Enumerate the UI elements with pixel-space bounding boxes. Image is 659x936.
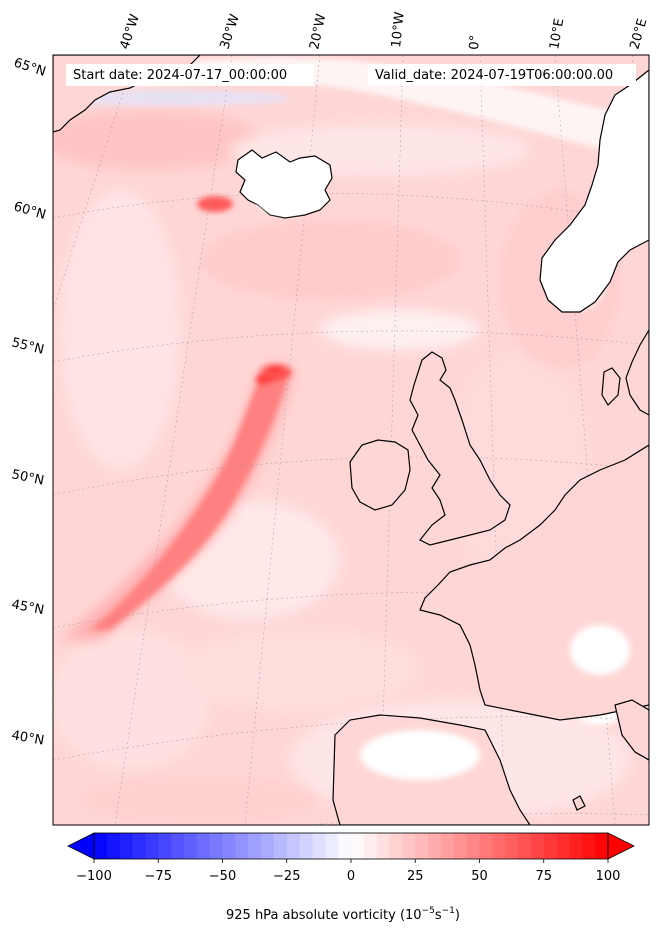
lat-label-55n: 55°N [10,335,45,357]
latitude-labels: 65°N 60°N 55°N 50°N 45°N 40°N [10,56,48,749]
colorbar-cell [351,833,365,859]
colorbar-cell [492,833,506,859]
colorbar-cell [94,833,108,859]
denmark-coast [601,367,621,406]
lon-label-20w: 20°W [307,12,329,50]
colorbar-cell [106,833,121,859]
colorbar-cell [312,833,326,859]
colorbar-tick-label: −100 [76,869,112,884]
colorbar-cell [569,833,583,859]
lat-label-50n: 50°N [10,467,45,488]
colorbar: −100 −75 −50 −25 0 25 50 75 100 [67,832,635,884]
colorbar-cell [273,833,288,859]
colorbar-cell [183,833,198,859]
colorbar-cell [261,833,275,859]
start-date-box [66,64,314,86]
colorbar-cell [389,833,403,859]
lon-label-40w: 40°W [118,12,143,51]
great-britain-coast [409,351,511,546]
colorbar-cell [338,833,352,859]
frontal-vorticity-band [60,360,295,640]
colorbar-cell [543,833,558,859]
colorbar-cells [94,833,609,859]
colorbar-cell [505,833,519,859]
colorbar-cell [466,833,480,859]
colorbar-cell [402,833,416,859]
valid-date-label: Valid_date: 2024-07-19T06:00:00.00 [375,68,613,83]
colorbar-cell [428,833,442,859]
colorbar-cell [171,833,185,859]
map-panel [53,55,649,825]
lon-label-20e: 20°E [627,17,650,51]
lat-label-45n: 45°N [10,597,45,618]
lon-label-10w: 10°W [389,11,408,48]
lon-label-30w: 30°W [218,12,243,51]
colorbar-low-extend [67,832,95,860]
lon-label-10e: 10°E [547,17,567,50]
colorbar-tick-label: 0 [347,869,355,884]
colorbar-cell [196,833,211,859]
colorbar-high-extend [607,832,635,860]
colorbar-cell [132,833,146,859]
colorbar-tick-label: 50 [471,869,488,884]
colorbar-cell [518,833,532,859]
colorbar-cell [440,833,455,859]
lat-label-40n: 40°N [10,728,45,748]
colorbar-cell [453,833,468,859]
colorbar-tick-label: −50 [209,869,236,884]
near-zero-land [257,186,630,780]
colorbar-tick-label: 75 [535,869,552,884]
lon-label-0: 0° [467,34,483,50]
vorticity-maximum-iceland [197,196,233,212]
colorbar-cell [235,833,249,859]
valid-date-box [368,64,636,86]
colorbar-ticks: −100 −75 −50 −25 0 25 50 75 100 [76,859,620,884]
colorbar-cell [325,833,339,859]
colorbar-cell [248,833,262,859]
colorbar-tick-label: 100 [596,869,621,884]
colorbar-cell [595,833,609,859]
colorbar-cell [363,833,378,859]
colorbar-cell [119,833,134,859]
corsica-coast [572,795,586,811]
colorbar-cell [145,833,159,859]
start-date-label: Start date: 2024-07-17_00:00:00 [73,68,287,83]
colorbar-cell [222,833,236,859]
scandinavia-coast [539,69,649,313]
colorbar-cell [479,833,493,859]
colorbar-tick-label: 25 [407,869,424,884]
colorbar-title: 925 hPa absolute vorticity (10−5s−1) [226,906,460,923]
colorbar-cell [209,833,223,859]
colorbar-tick-label: −75 [145,869,172,884]
lat-label-65n: 65°N [12,56,48,80]
sweden-coast [625,328,649,416]
colorbar-cell [415,833,429,859]
italy-coast [614,699,649,761]
colorbar-cell [556,833,570,859]
colorbar-cell [530,833,545,859]
northern-band [53,57,649,160]
longitude-labels: 40°W 30°W 20°W 10°W 0° 10°E 20°E [118,11,651,51]
graticule [53,55,649,825]
colorbar-tick-label: −25 [273,869,300,884]
lat-label-60n: 60°N [12,199,48,222]
colorbar-cell [376,833,391,859]
colorbar-cell [158,833,172,859]
ireland-coast [349,439,411,511]
colorbar-cell [299,833,313,859]
colorbar-cell [286,833,301,859]
map-frame [52,54,650,826]
colorbar-cell [582,833,596,859]
